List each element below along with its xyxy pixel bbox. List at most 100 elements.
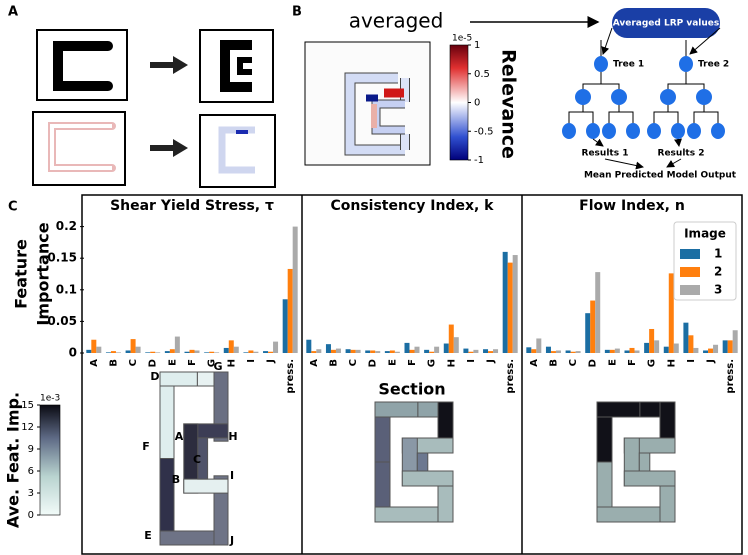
bar xyxy=(248,350,254,353)
bar xyxy=(86,349,92,353)
bar xyxy=(409,349,415,353)
bar xyxy=(585,313,591,353)
bar xyxy=(394,351,400,353)
y-tick-label: 0.2 xyxy=(56,219,77,233)
bar xyxy=(150,351,156,353)
tree-node xyxy=(647,123,661,139)
colorbar-exponent: 1e-5 xyxy=(452,34,472,44)
tree-edge xyxy=(568,104,594,124)
section xyxy=(197,437,209,480)
bar xyxy=(453,337,459,353)
bar xyxy=(365,350,371,353)
section xyxy=(416,452,429,472)
bar xyxy=(575,351,581,353)
bar xyxy=(311,351,317,353)
x-tick-label: C xyxy=(348,359,359,366)
bar xyxy=(550,351,556,353)
x-tick-label: I xyxy=(246,359,257,363)
bar xyxy=(531,349,537,353)
bar xyxy=(389,350,395,353)
legend-label: 1 xyxy=(714,247,722,261)
bar xyxy=(169,349,175,353)
chart-title: Shear Yield Stress, τ xyxy=(110,198,274,214)
bar xyxy=(732,330,738,353)
bar xyxy=(644,342,650,353)
x-tick-label: G xyxy=(427,359,438,367)
bar xyxy=(243,352,249,353)
bar xyxy=(155,352,161,353)
bar xyxy=(614,348,620,353)
tree-node xyxy=(594,56,608,72)
bar xyxy=(414,346,420,353)
colorbar-tick-label: 6 xyxy=(28,466,34,477)
bar xyxy=(287,268,293,353)
bar xyxy=(375,351,381,353)
bar xyxy=(536,338,542,353)
bar xyxy=(345,349,351,353)
section-label: E xyxy=(144,529,152,542)
x-tick-label: H xyxy=(446,359,457,367)
bar xyxy=(350,349,356,353)
x-tick-label: C xyxy=(568,359,579,366)
bar xyxy=(703,350,709,353)
chart-title: Consistency Index, k xyxy=(330,198,494,214)
section xyxy=(638,452,651,472)
y-tick-label: 0 xyxy=(69,346,77,360)
tree-edge xyxy=(601,27,613,55)
x-tick-label: G xyxy=(647,359,658,367)
tree-node xyxy=(671,123,685,139)
bar xyxy=(668,273,674,353)
colorbar-tick-label: 0 xyxy=(474,98,480,109)
legend-swatch xyxy=(680,267,700,277)
tree-edge xyxy=(653,104,679,124)
bar xyxy=(355,349,361,353)
colorbar-label: Relevance xyxy=(498,49,520,159)
x-tick-label: press. xyxy=(725,359,736,394)
x-tick-label: A xyxy=(309,359,320,367)
x-tick-label: E xyxy=(167,359,178,366)
bar xyxy=(443,343,449,353)
legend-swatch xyxy=(680,249,700,259)
bar xyxy=(268,351,274,353)
tree-label: Tree 2 xyxy=(698,60,729,70)
bar xyxy=(473,349,479,353)
bar xyxy=(145,352,151,353)
x-tick-label: I xyxy=(466,359,477,363)
x-tick-label: A xyxy=(89,359,100,367)
tree-node xyxy=(711,123,725,139)
bar xyxy=(727,340,733,353)
bar xyxy=(483,349,489,353)
x-tick-label: B xyxy=(328,359,339,367)
y-tick-label: 0.1 xyxy=(56,282,77,296)
tree-edge xyxy=(689,27,721,55)
bar xyxy=(673,343,679,353)
bar xyxy=(306,339,312,353)
colorbar-tick-label: 0.5 xyxy=(474,69,490,80)
bar xyxy=(282,299,288,353)
importance-colorbar xyxy=(39,404,61,516)
bar xyxy=(209,351,215,353)
bar xyxy=(105,352,111,353)
y-tick-label: 0.15 xyxy=(47,251,77,265)
arrow-text: averaged xyxy=(349,9,444,33)
x-tick-label: J xyxy=(266,359,277,364)
section-label: C xyxy=(193,453,201,466)
y-tick-label: 0.05 xyxy=(47,314,77,328)
bar xyxy=(404,342,410,353)
bar xyxy=(649,328,655,353)
tree-node xyxy=(626,123,640,139)
x-tick-label: press. xyxy=(285,359,296,394)
section xyxy=(159,371,198,387)
bar xyxy=(463,348,469,353)
bar xyxy=(629,347,635,353)
bar xyxy=(609,349,615,353)
tree-arrow xyxy=(592,138,604,147)
result-label: Results 2 xyxy=(658,149,705,159)
panel-c-frames xyxy=(81,194,743,555)
legend-box xyxy=(673,221,737,301)
bar xyxy=(184,351,190,353)
tree-node xyxy=(679,56,693,72)
x-tick-label: F xyxy=(627,359,638,366)
x-tick-label: E xyxy=(607,359,618,366)
